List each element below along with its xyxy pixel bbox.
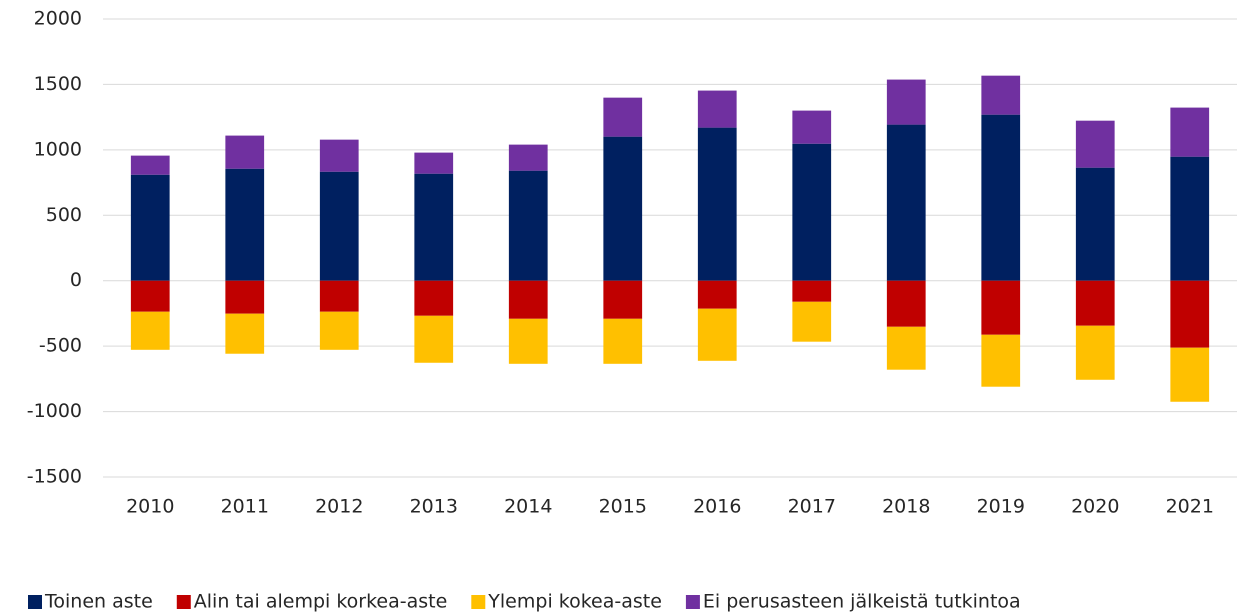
y-tick-label: 1500 (34, 73, 82, 95)
bar-segment (130, 311, 170, 350)
y-tick-label: -1000 (27, 400, 82, 422)
bar-segment (414, 173, 454, 281)
bar-segment (697, 280, 737, 309)
bar-segment (981, 334, 1021, 387)
bar-segment (886, 326, 926, 370)
bar-segment (319, 280, 359, 312)
bar-segment (697, 127, 737, 281)
bar-segment (603, 318, 643, 364)
bar-segment (414, 280, 454, 316)
x-tick-label: 2011 (221, 496, 269, 518)
x-tick-label: 2021 (1166, 496, 1214, 518)
bar-segment (603, 280, 643, 319)
bar-segment (1075, 325, 1115, 380)
bar-segment (886, 124, 926, 281)
bar-segment (1075, 280, 1115, 326)
bar-segment (508, 318, 548, 364)
x-tick-label: 2019 (977, 496, 1025, 518)
y-tick-label: -1500 (27, 466, 82, 488)
bar-segment (1170, 156, 1210, 281)
legend-label: Alin tai alempi korkea-aste (194, 591, 448, 613)
y-tick-label: 2000 (34, 8, 82, 30)
bar-segment (225, 168, 265, 281)
bar-segment (130, 155, 170, 175)
bar-segment (1075, 120, 1115, 168)
bar-segment (508, 170, 548, 281)
legend-label: Ylempi kokea-aste (487, 591, 662, 613)
bar-segment (508, 144, 548, 171)
bar-segment (1075, 167, 1115, 281)
bar-segment (697, 308, 737, 361)
y-tick-label: 500 (46, 204, 82, 226)
x-tick-label: 2015 (599, 496, 647, 518)
x-tick-label: 2013 (410, 496, 458, 518)
bar-segment (508, 280, 548, 319)
bar-segment (225, 135, 265, 169)
x-tick-label: 2020 (1071, 496, 1119, 518)
bar-segment (886, 280, 926, 327)
legend-label: Toinen aste (44, 591, 153, 613)
legend-swatch (28, 595, 42, 609)
x-tick-label: 2014 (504, 496, 552, 518)
bar-segment (792, 143, 832, 281)
legend-swatch (685, 595, 700, 609)
bar-segment (697, 90, 737, 128)
bar-segment (319, 171, 359, 281)
y-tick-label: 0 (70, 269, 82, 291)
bar-segment (886, 79, 926, 125)
bar-segment (981, 280, 1021, 335)
y-tick-label: -500 (39, 335, 82, 357)
bar-segment (319, 311, 359, 350)
x-tick-label: 2012 (315, 496, 363, 518)
bar-segment (319, 139, 359, 172)
bar-segment (130, 174, 170, 281)
x-tick-label: 2017 (788, 496, 836, 518)
bar-segment (1170, 347, 1210, 402)
bar-segment (414, 152, 454, 174)
bar-segment (603, 136, 643, 281)
bar-segment (130, 280, 170, 312)
legend-label: Ei perusasteen jälkeistä tutkintoa (703, 591, 1021, 613)
bar-segment (981, 75, 1021, 115)
bar-segment (1170, 107, 1210, 157)
bar-segment (225, 280, 265, 314)
x-tick-label: 2018 (882, 496, 930, 518)
bar-segment (603, 97, 643, 137)
bar-segment (792, 280, 832, 302)
legend-swatch (176, 595, 191, 609)
legend-swatch (471, 595, 486, 609)
bar-segment (792, 301, 832, 342)
bar-segment (225, 313, 265, 354)
x-tick-label: 2016 (693, 496, 741, 518)
bar-segment (414, 315, 454, 363)
bar-segment (1170, 280, 1210, 348)
y-tick-label: 1000 (34, 138, 82, 160)
x-tick-label: 2010 (126, 496, 174, 518)
bar-segment (792, 110, 832, 144)
bar-segment (981, 114, 1021, 281)
